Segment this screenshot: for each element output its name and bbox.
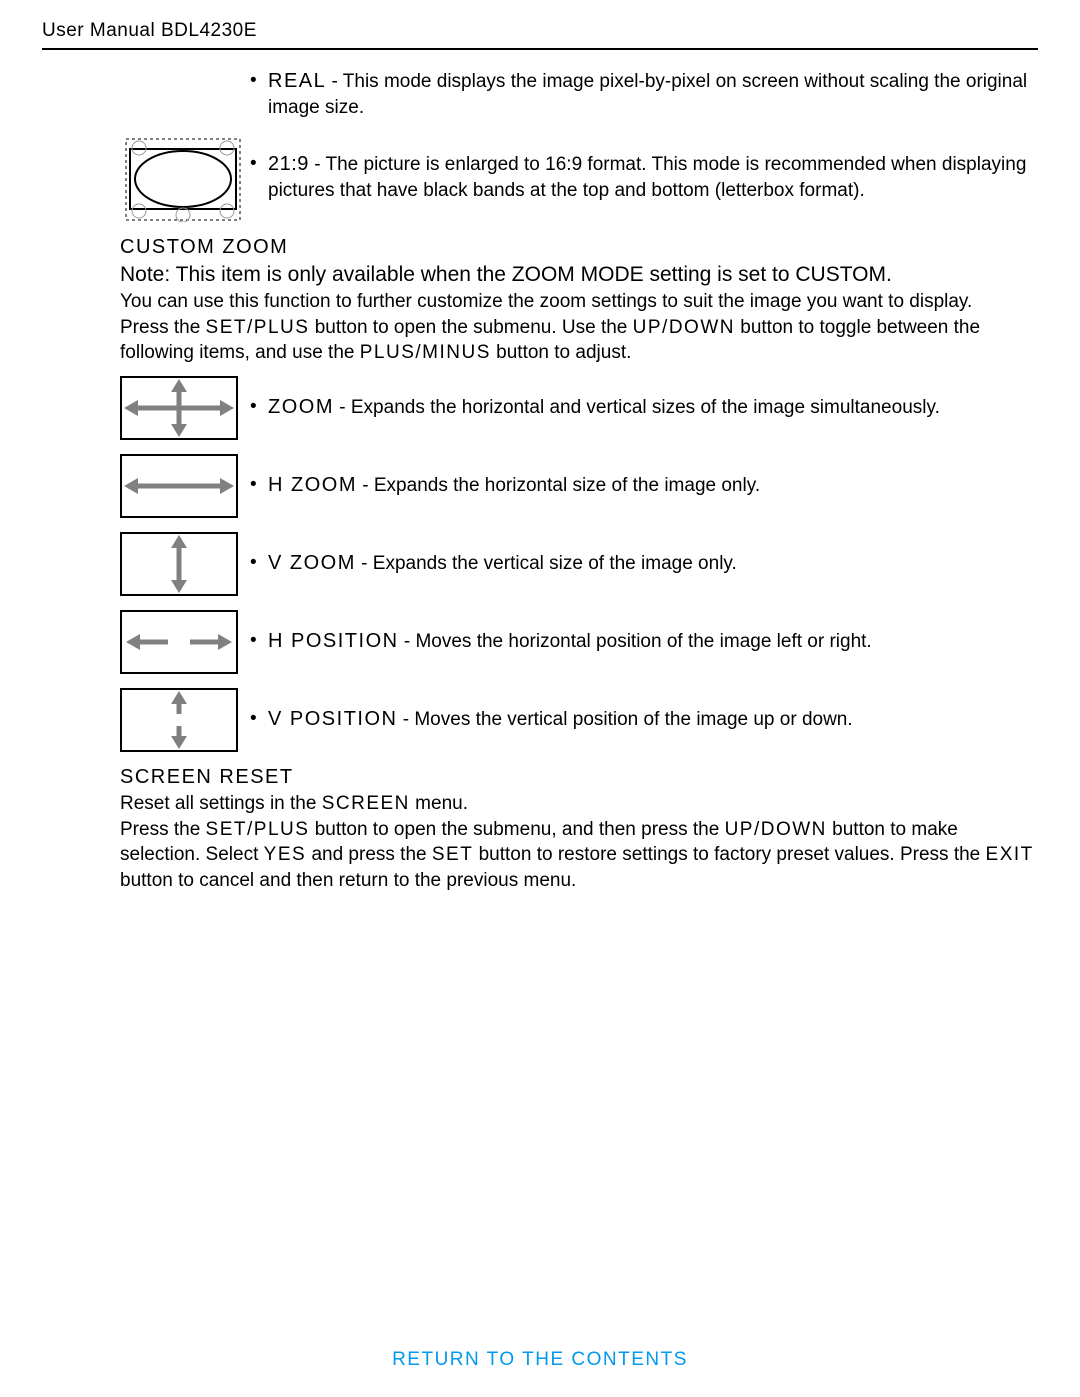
custom-zoom-body: You can use this function to further cus…: [120, 289, 1038, 315]
bullet-icon: •: [250, 630, 268, 652]
bullet-icon: •: [250, 552, 268, 574]
screen-reset-heading: SCREEN RESET: [120, 766, 1038, 789]
hzoom-row: • H ZOOM - Expands the horizontal size o…: [120, 454, 1038, 518]
vposition-icon: [120, 688, 238, 752]
zoom-desc: - Moves the vertical position of the ima…: [397, 709, 852, 730]
custom-zoom-body2: Press the SET/PLUS button to open the su…: [120, 315, 1038, 366]
custom-zoom-heading: CUSTOM ZOOM: [120, 236, 1038, 259]
bullet-icon: •: [250, 68, 268, 94]
screen-reset-line1: Reset all settings in the SCREEN menu.: [120, 791, 1038, 817]
mode-219-row: • 21:9 - The picture is enlarged to 16:9…: [120, 137, 1038, 222]
vposition-row: • V POSITION - Moves the vertical positi…: [120, 688, 1038, 752]
mode-term: 21:9: [268, 153, 309, 175]
vzoom-row: • V ZOOM - Expands the vertical size of …: [120, 532, 1038, 596]
zoom-term: ZOOM: [268, 396, 334, 418]
mode-term: REAL: [268, 70, 326, 92]
bullet-icon: •: [250, 151, 268, 177]
zoom-desc: - Expands the horizontal and vertical si…: [334, 397, 940, 418]
zoom-term: V POSITION: [268, 708, 397, 730]
zoom-term: H POSITION: [268, 630, 399, 652]
zoom-desc: - Moves the horizontal position of the i…: [399, 631, 872, 652]
bullet-icon: •: [250, 708, 268, 730]
hposition-row: • H POSITION - Moves the horizontal posi…: [120, 610, 1038, 674]
zoom-term: V ZOOM: [268, 552, 356, 574]
return-to-contents-link[interactable]: RETURN TO THE CONTENTS: [0, 1349, 1080, 1371]
zoom-icon: [120, 376, 238, 440]
zoom-term: H ZOOM: [268, 474, 357, 496]
bullet-icon: •: [250, 474, 268, 496]
hposition-icon: [120, 610, 238, 674]
mode-desc: - This mode displays the image pixel-by-…: [268, 71, 1027, 118]
zoom-desc: - Expands the vertical size of the image…: [356, 553, 737, 574]
mode-desc: - The picture is enlarged to 16:9 format…: [268, 154, 1026, 201]
page-header: User Manual BDL4230E: [42, 20, 1038, 50]
mode-real-row: • REAL - This mode displays the image pi…: [120, 68, 1038, 121]
zoom-row: • ZOOM - Expands the horizontal and vert…: [120, 376, 1038, 440]
bullet-icon: •: [250, 396, 268, 418]
screen-reset-line2: Press the SET/PLUS button to open the su…: [120, 817, 1038, 894]
vzoom-icon: [120, 532, 238, 596]
zoom-desc: - Expands the horizontal size of the ima…: [357, 475, 760, 496]
letterbox-icon: [124, 137, 242, 222]
custom-zoom-note: Note: This item is only available when t…: [120, 261, 1038, 289]
hzoom-icon: [120, 454, 238, 518]
